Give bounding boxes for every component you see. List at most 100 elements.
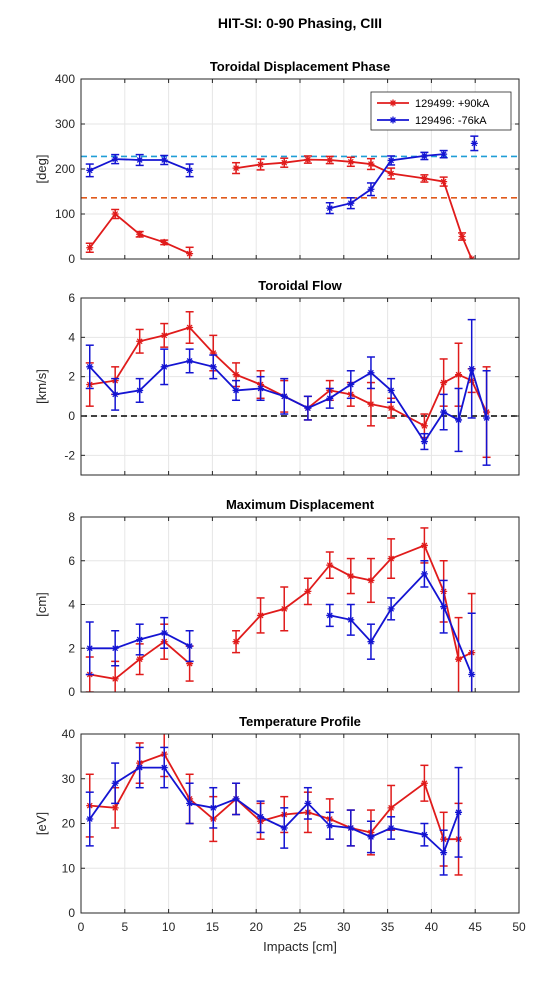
- series-2: [85, 135, 479, 215]
- data-point: [455, 371, 463, 379]
- series-1: [85, 527, 476, 692]
- panel-2: -2 0 2 4 6 Toroidal Flow [km/s]: [34, 278, 520, 476]
- x-tick-label: 20: [250, 920, 264, 934]
- data-point: [280, 605, 288, 613]
- y-tick-label: 400: [55, 72, 75, 86]
- data-point: [257, 813, 265, 821]
- legend-label: 129496: -76kA: [415, 115, 487, 127]
- data-point: [304, 587, 312, 595]
- data-point: [458, 233, 466, 240]
- data-point: [367, 400, 375, 408]
- x-tick-label: 40: [425, 920, 439, 934]
- data-point: [186, 357, 194, 365]
- data-point: [347, 572, 355, 580]
- y-tick-label: 0: [68, 252, 75, 266]
- legend-box: [370, 91, 512, 131]
- data-point: [367, 185, 375, 193]
- x-tick-label: 10: [162, 920, 176, 934]
- data-point: [326, 561, 334, 569]
- panel-title: Toroidal Displacement Phase: [210, 59, 390, 74]
- data-point: [440, 178, 448, 186]
- data-point: [86, 363, 94, 371]
- y-tick-label: 200: [55, 162, 75, 176]
- data-point: [209, 804, 217, 812]
- data-point: [232, 795, 240, 803]
- data-point: [136, 230, 144, 238]
- data-point: [136, 337, 144, 345]
- y-tick-label: 40: [62, 727, 76, 741]
- x-tick-label: 45: [469, 920, 483, 934]
- data-point: [326, 822, 334, 830]
- data-point: [209, 363, 217, 371]
- data-point: [387, 156, 395, 164]
- legend-marker: [389, 116, 397, 124]
- data-point: [387, 804, 395, 812]
- data-point: [160, 764, 168, 772]
- y-axis-label: [deg]: [34, 155, 49, 184]
- series-2: [85, 560, 476, 692]
- data-point: [136, 764, 144, 772]
- data-point: [387, 605, 395, 613]
- y-tick-label: 4: [68, 598, 75, 612]
- data-point: [257, 384, 265, 392]
- data-point: [347, 824, 355, 832]
- y-tick-label: 100: [55, 207, 75, 221]
- data-point: [440, 408, 448, 416]
- data-point: [304, 799, 312, 807]
- data-point: [232, 638, 240, 646]
- data-point: [280, 392, 288, 400]
- data-point: [367, 160, 375, 168]
- data-point: [420, 174, 428, 182]
- data-point: [257, 161, 265, 168]
- y-tick-label: 30: [62, 772, 76, 786]
- panel-title: Temperature Profile: [239, 714, 361, 729]
- data-point: [347, 381, 355, 389]
- data-point: [347, 199, 355, 207]
- data-point: [455, 655, 463, 663]
- y-tick-label: 4: [68, 330, 75, 344]
- data-point: [86, 815, 94, 823]
- series-layer: [85, 527, 476, 692]
- data-point: [440, 603, 448, 611]
- data-point: [86, 244, 94, 252]
- data-point: [136, 636, 144, 643]
- data-point: [455, 808, 463, 816]
- data-point: [347, 616, 355, 624]
- panel-4: 0 5 10 15 20 25 30 35 40 45 50 0 10 20 30 40 Temperature…: [34, 714, 526, 934]
- data-point: [186, 642, 194, 650]
- x-tick-label: 35: [381, 920, 395, 934]
- data-point: [160, 238, 168, 246]
- data-point: [326, 204, 334, 212]
- y-tick-label: -2: [64, 448, 75, 462]
- panel-1: 0 100 200 300 400 Toroidal Displacement Phase…: [34, 59, 520, 266]
- y-tick-label: 0: [68, 685, 75, 699]
- data-point: [455, 416, 463, 424]
- data-point: [136, 156, 144, 164]
- data-point: [420, 831, 428, 839]
- x-tick-label: 30: [337, 920, 351, 934]
- x-tick-label: 25: [293, 920, 307, 934]
- data-point: [468, 671, 476, 678]
- series-line: [235, 158, 473, 259]
- data-point: [483, 414, 491, 422]
- y-tick-label: 8: [68, 510, 75, 524]
- data-point: [420, 422, 428, 430]
- data-point: [304, 156, 312, 164]
- data-point: [232, 164, 240, 172]
- data-point: [387, 404, 395, 412]
- panel-3: 0 2 4 6 8 Maximum Displacement [cm]: [34, 497, 520, 699]
- data-point: [209, 349, 217, 357]
- data-point: [280, 159, 288, 167]
- y-tick-label: 6: [68, 554, 75, 568]
- y-tick-label: 20: [62, 817, 76, 831]
- data-point: [367, 576, 375, 584]
- series-layer: [85, 734, 463, 876]
- data-point: [111, 644, 119, 652]
- data-point: [136, 386, 144, 394]
- data-point: [347, 158, 355, 166]
- data-point: [326, 611, 334, 619]
- legend: 129499: +90kA 129496: -76kA: [370, 91, 512, 131]
- x-tick-label: 5: [121, 920, 128, 934]
- y-tick-label: 6: [68, 291, 75, 305]
- data-point: [420, 438, 428, 446]
